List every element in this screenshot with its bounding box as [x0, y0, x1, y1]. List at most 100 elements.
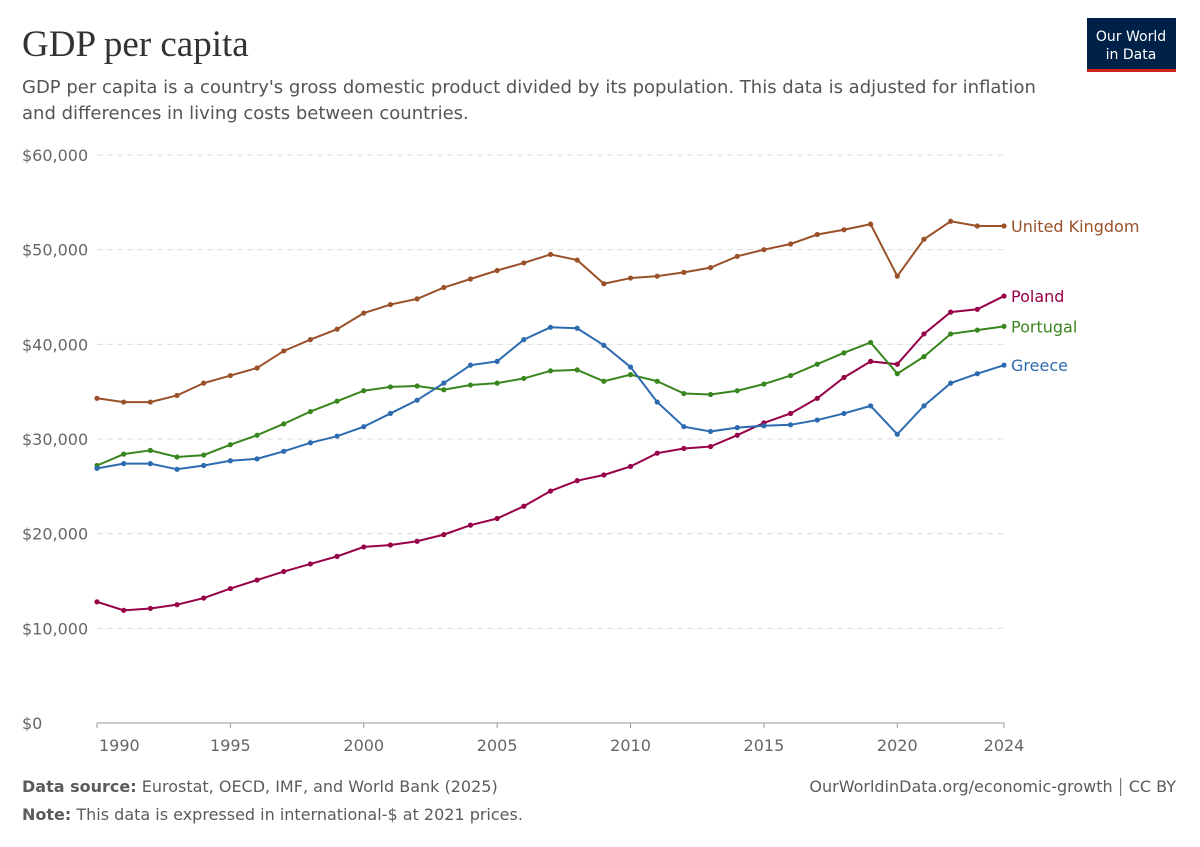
series-line [96, 326, 1005, 471]
data-point [281, 568, 287, 575]
data-point [627, 275, 634, 281]
data-point [441, 380, 447, 386]
y-tick-label: $10,000 [22, 619, 88, 638]
data-point [654, 273, 660, 279]
x-tick-label: 1990 [99, 736, 140, 755]
data-point [414, 397, 420, 403]
x-tick-label: 2000 [343, 736, 384, 755]
data-point [734, 432, 740, 438]
data-point [787, 422, 794, 428]
data-point [334, 398, 340, 404]
data-point [174, 602, 180, 608]
data-point [467, 276, 474, 282]
data-point [974, 223, 980, 229]
note-text: This data is expressed in international-… [75, 805, 523, 824]
data-point [868, 221, 874, 227]
y-tick-label: $20,000 [22, 525, 88, 544]
data-point [574, 257, 580, 263]
x-tick-label: 2010 [610, 736, 651, 755]
data-point [414, 383, 420, 389]
data-point [467, 362, 474, 368]
data-point [441, 387, 447, 393]
data-point [147, 447, 153, 453]
data-point [868, 339, 874, 346]
data-point [227, 458, 233, 464]
data-point [761, 247, 767, 253]
data-point [1001, 362, 1007, 368]
data-point [921, 331, 927, 337]
data-point [681, 424, 687, 430]
data-point [227, 372, 233, 379]
data-point [147, 605, 153, 612]
data-point [574, 325, 580, 331]
series-label: United Kingdom [1011, 217, 1139, 236]
data-point [681, 445, 687, 452]
data-point [601, 281, 607, 287]
data-point [627, 463, 634, 470]
data-point [1001, 223, 1007, 229]
data-point [681, 269, 687, 275]
data-point [147, 399, 153, 405]
data-point [201, 595, 207, 601]
data-point [787, 372, 794, 379]
data-point [121, 461, 127, 467]
data-point [761, 423, 767, 429]
data-point [387, 542, 394, 548]
data-point [441, 532, 447, 538]
data-point [201, 452, 207, 458]
data-point [361, 388, 367, 394]
data-point [868, 358, 874, 364]
logo-text: Our World [1096, 29, 1166, 45]
data-point [521, 337, 527, 343]
data-point [387, 301, 394, 308]
data-point [921, 354, 927, 360]
data-point [787, 241, 794, 247]
data-point [1001, 323, 1007, 329]
source-label: Data source: [22, 777, 137, 796]
note: Note: This data is expressed in internat… [22, 805, 523, 824]
data-point [627, 364, 634, 370]
data-point [841, 350, 847, 356]
data-point [601, 342, 607, 348]
data-point [94, 395, 100, 401]
data-point [814, 395, 820, 401]
data-point [254, 365, 260, 371]
data-point [707, 265, 714, 271]
source: Data source: Eurostat, OECD, IMF, and Wo… [22, 777, 498, 796]
data-point [387, 410, 394, 417]
url[interactable]: OurWorldinData.org/economic-growth [809, 777, 1112, 796]
data-point [361, 310, 367, 316]
series-line [96, 325, 1005, 467]
data-point [601, 378, 607, 384]
series-line [96, 220, 1004, 404]
data-point [707, 391, 714, 398]
data-point [948, 309, 954, 315]
data-point [814, 361, 820, 367]
data-point [227, 585, 233, 592]
data-point [948, 218, 954, 224]
x-tick-label: 2005 [477, 736, 518, 755]
data-point [894, 361, 900, 367]
chart-subtitle: GDP per capita is a country's gross dome… [22, 77, 1036, 98]
data-point [174, 466, 180, 472]
data-point [734, 425, 740, 431]
data-point [201, 380, 207, 386]
data-point [521, 375, 527, 382]
series-label: Poland [1011, 287, 1064, 306]
chart-subtitle: and differences in living costs between … [22, 103, 469, 124]
data-point [254, 432, 260, 438]
data-point [948, 331, 954, 337]
data-point [521, 260, 527, 266]
data-point [281, 448, 287, 454]
y-tick-label: $0 [22, 714, 42, 733]
data-point [334, 553, 340, 559]
y-tick-label: $60,000 [22, 146, 88, 165]
x-tick-label: 1995 [210, 736, 251, 755]
data-point [814, 417, 820, 423]
y-tick-label: $40,000 [22, 335, 88, 354]
data-point [841, 374, 847, 381]
data-point [387, 384, 394, 390]
data-point [121, 399, 127, 405]
data-point [574, 367, 580, 373]
logo[interactable]: Our World in Data [1087, 18, 1176, 72]
